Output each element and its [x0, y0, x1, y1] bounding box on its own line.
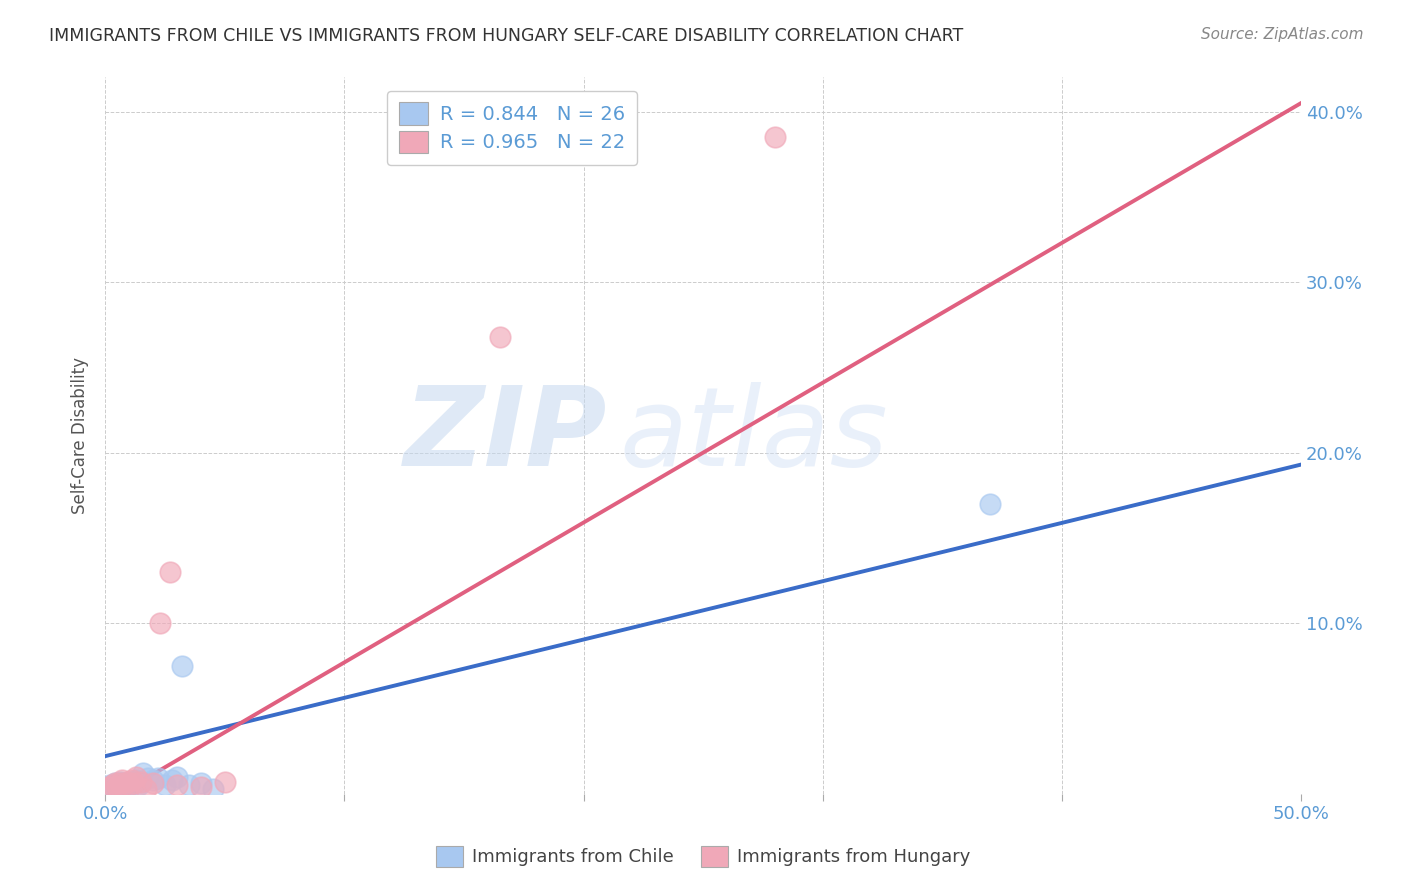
Point — [142, 776, 165, 790]
Point — [201, 781, 224, 796]
Point — [763, 130, 786, 145]
Point — [177, 778, 200, 792]
Point — [129, 774, 152, 789]
Point — [105, 780, 128, 794]
Point — [132, 766, 155, 780]
Point — [146, 772, 169, 786]
Point — [108, 774, 131, 789]
Y-axis label: Self-Care Disability: Self-Care Disability — [72, 357, 89, 514]
Point — [108, 776, 131, 790]
Point — [135, 781, 157, 796]
Point — [98, 778, 121, 792]
Point — [136, 772, 159, 786]
Point — [112, 778, 135, 792]
Point — [153, 778, 176, 792]
Point — [115, 774, 138, 789]
Point — [142, 772, 165, 787]
Point — [104, 776, 127, 790]
Point — [121, 772, 143, 787]
Point — [118, 778, 141, 792]
Point — [129, 774, 152, 789]
Point — [214, 774, 236, 789]
Point — [118, 778, 141, 792]
Point — [98, 780, 121, 794]
Legend: Immigrants from Chile, Immigrants from Hungary: Immigrants from Chile, Immigrants from H… — [429, 838, 977, 874]
Text: Source: ZipAtlas.com: Source: ZipAtlas.com — [1201, 27, 1364, 42]
Point — [160, 772, 183, 787]
Point — [128, 778, 150, 792]
Point — [101, 778, 124, 792]
Point — [115, 780, 138, 794]
Text: IMMIGRANTS FROM CHILE VS IMMIGRANTS FROM HUNGARY SELF-CARE DISABILITY CORRELATIO: IMMIGRANTS FROM CHILE VS IMMIGRANTS FROM… — [49, 27, 963, 45]
Point — [122, 776, 145, 790]
Point — [104, 776, 127, 790]
Point — [170, 658, 193, 673]
Point — [190, 780, 212, 794]
Point — [112, 776, 135, 790]
Point — [121, 774, 143, 789]
Point — [105, 780, 128, 794]
Point — [149, 616, 172, 631]
Point — [125, 770, 148, 784]
Point — [190, 776, 212, 790]
Point — [166, 778, 188, 792]
Point — [489, 329, 512, 343]
Point — [979, 497, 1001, 511]
Point — [122, 776, 145, 790]
Text: ZIP: ZIP — [404, 382, 607, 489]
Point — [111, 772, 134, 787]
Point — [111, 778, 134, 792]
Point — [159, 565, 181, 579]
Point — [125, 772, 148, 787]
Text: atlas: atlas — [620, 382, 889, 489]
Legend: R = 0.844   N = 26, R = 0.965   N = 22: R = 0.844 N = 26, R = 0.965 N = 22 — [387, 91, 637, 165]
Point — [166, 770, 188, 784]
Point — [101, 781, 124, 796]
